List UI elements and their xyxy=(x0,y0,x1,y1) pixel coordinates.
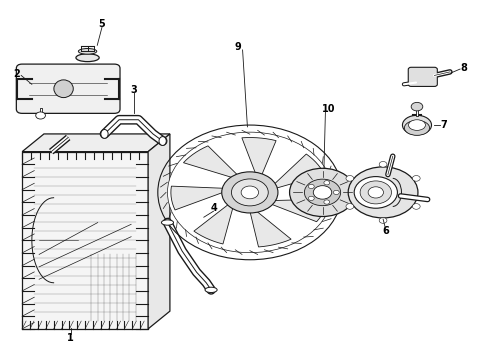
Polygon shape xyxy=(242,138,276,176)
Text: 6: 6 xyxy=(382,226,389,237)
Circle shape xyxy=(333,190,339,194)
Circle shape xyxy=(411,102,423,111)
Text: 10: 10 xyxy=(321,104,335,114)
Circle shape xyxy=(368,187,384,198)
Text: 9: 9 xyxy=(234,42,241,52)
Polygon shape xyxy=(250,211,291,247)
Circle shape xyxy=(290,168,355,216)
Circle shape xyxy=(222,172,278,213)
Circle shape xyxy=(379,162,387,167)
Circle shape xyxy=(241,186,259,199)
Circle shape xyxy=(231,179,268,206)
Circle shape xyxy=(346,176,354,181)
Text: 3: 3 xyxy=(130,85,137,95)
Polygon shape xyxy=(274,154,324,188)
Ellipse shape xyxy=(78,49,97,54)
Ellipse shape xyxy=(101,130,108,138)
Ellipse shape xyxy=(159,136,166,145)
Ellipse shape xyxy=(404,121,430,135)
Ellipse shape xyxy=(54,80,74,98)
Polygon shape xyxy=(22,134,170,152)
Circle shape xyxy=(313,186,332,199)
Circle shape xyxy=(346,204,354,209)
Circle shape xyxy=(324,181,330,185)
Circle shape xyxy=(168,132,332,253)
Polygon shape xyxy=(194,204,233,244)
Text: 2: 2 xyxy=(13,69,20,79)
Ellipse shape xyxy=(205,287,217,293)
Circle shape xyxy=(324,200,330,204)
Circle shape xyxy=(304,179,341,206)
Polygon shape xyxy=(22,152,148,329)
Text: 5: 5 xyxy=(98,19,105,29)
FancyBboxPatch shape xyxy=(16,64,120,113)
Ellipse shape xyxy=(402,115,432,135)
Circle shape xyxy=(413,176,420,181)
Circle shape xyxy=(348,167,418,218)
Text: 1: 1 xyxy=(67,333,74,343)
Circle shape xyxy=(360,181,392,204)
Circle shape xyxy=(308,184,314,189)
Polygon shape xyxy=(183,146,238,178)
Ellipse shape xyxy=(161,220,173,225)
Text: 8: 8 xyxy=(461,63,467,73)
Circle shape xyxy=(413,204,420,209)
Text: 7: 7 xyxy=(440,120,447,130)
Polygon shape xyxy=(148,134,170,329)
Circle shape xyxy=(308,196,314,201)
FancyBboxPatch shape xyxy=(408,67,437,86)
Text: 4: 4 xyxy=(210,203,217,213)
Circle shape xyxy=(379,218,387,223)
Polygon shape xyxy=(270,199,328,222)
Circle shape xyxy=(36,112,46,119)
Polygon shape xyxy=(171,186,224,210)
Ellipse shape xyxy=(76,54,99,62)
Circle shape xyxy=(354,177,397,208)
Ellipse shape xyxy=(409,120,425,130)
